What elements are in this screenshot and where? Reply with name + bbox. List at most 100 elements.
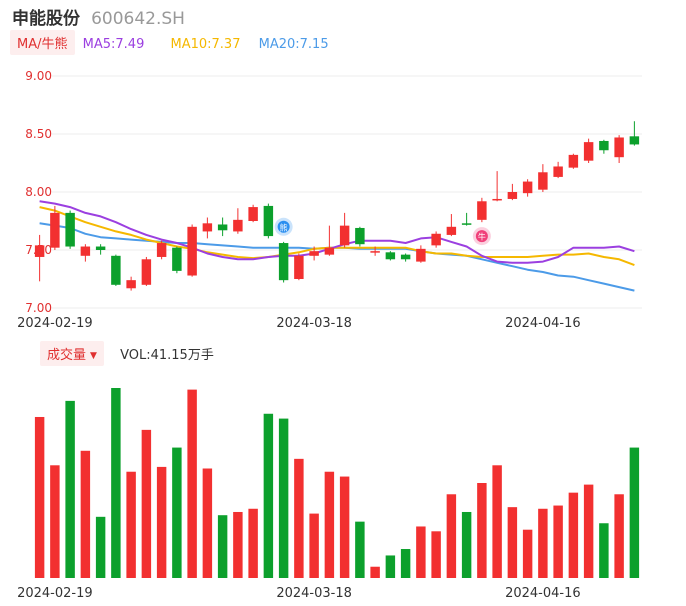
x-tick-label: 2024-03-18 (276, 316, 352, 331)
volume-bar[interactable] (492, 465, 502, 578)
volume-bar[interactable] (416, 526, 426, 578)
candle-body[interactable] (248, 207, 258, 221)
volume-bar[interactable] (431, 531, 441, 578)
candle-body[interactable] (65, 212, 75, 247)
volume-bar[interactable] (355, 521, 365, 578)
candle-body[interactable] (461, 223, 472, 225)
candle-body[interactable] (553, 166, 563, 177)
volume-bar[interactable] (263, 413, 274, 578)
volume-bar[interactable] (400, 549, 411, 578)
candle-body[interactable] (141, 259, 152, 285)
candle-body[interactable] (233, 219, 243, 232)
candle-body[interactable] (339, 225, 350, 246)
volume-bar[interactable] (294, 458, 304, 578)
candle-body[interactable] (446, 226, 457, 235)
candle-body[interactable] (294, 255, 304, 279)
stock-header: 申能股份 600642.SH (12, 4, 185, 29)
indicator-selector[interactable]: MA/牛熊 (10, 30, 75, 55)
ma10-line (39, 206, 635, 267)
volume-bar[interactable] (614, 494, 624, 578)
candle-body[interactable] (507, 192, 518, 199)
candle-body[interactable] (400, 254, 411, 260)
volume-bar[interactable] (583, 484, 594, 578)
volume-bar[interactable] (202, 468, 213, 578)
volume-bar[interactable] (80, 450, 91, 578)
volume-bar[interactable] (339, 476, 350, 578)
volume-bar[interactable] (156, 466, 167, 578)
volume-selector[interactable]: 成交量 ▼ (40, 341, 104, 366)
candle-body[interactable] (583, 142, 594, 161)
volume-bar[interactable] (370, 566, 380, 578)
indicator-label: MA/牛熊 (17, 37, 68, 52)
volume-bar[interactable] (187, 389, 197, 578)
ma5-line (39, 200, 635, 264)
candle-body[interactable] (172, 247, 182, 271)
volume-bar[interactable] (233, 511, 243, 578)
stock-name: 申能股份 (12, 9, 80, 29)
volume-bar[interactable] (34, 416, 45, 578)
candle-body[interactable] (629, 136, 640, 145)
volume-bar[interactable] (477, 483, 487, 578)
volume-bar[interactable] (217, 515, 228, 578)
volume-bar[interactable] (446, 494, 457, 578)
volume-bar[interactable] (461, 511, 472, 578)
ma-legend: MA/牛熊 MA5:7.49 MA10:7.37 MA20:7.15 (10, 30, 329, 55)
candle-body[interactable] (355, 227, 365, 245)
volume-bar[interactable] (248, 508, 258, 578)
volume-bar[interactable] (50, 465, 60, 578)
volume-bar[interactable] (111, 388, 121, 578)
y-tick-label: 8.00 (25, 185, 52, 199)
volume-bar[interactable] (385, 555, 396, 578)
volume-x-tick-label: 2024-03-18 (276, 586, 352, 601)
candle-body[interactable] (80, 246, 91, 256)
volume-bar[interactable] (599, 523, 609, 578)
candle-body[interactable] (187, 226, 197, 276)
candle-body[interactable] (111, 255, 121, 285)
volume-bar[interactable] (126, 471, 136, 578)
candle-body[interactable] (34, 245, 45, 257)
volume-x-tick-label: 2024-04-16 (505, 586, 581, 601)
ma5-legend: MA5:7.49 (82, 37, 145, 52)
volume-bar[interactable] (538, 508, 548, 578)
signal-marker-bull[interactable] (475, 230, 488, 243)
candle-body[interactable] (431, 233, 441, 246)
candle-body[interactable] (477, 201, 487, 220)
candle-body[interactable] (156, 243, 167, 257)
volume-bar[interactable] (95, 516, 106, 578)
volume-bar[interactable] (522, 529, 533, 578)
candle-body[interactable] (324, 247, 335, 255)
stock-code: 600642.SH (91, 9, 185, 29)
volume-bar[interactable] (141, 429, 152, 578)
candle-body[interactable] (95, 246, 106, 250)
volume-bar[interactable] (278, 418, 289, 578)
volume-bar[interactable] (324, 471, 335, 578)
candle-body[interactable] (309, 251, 319, 256)
x-tick-label: 2024-04-16 (505, 316, 581, 331)
candle-body[interactable] (50, 212, 60, 248)
volume-selector-label: 成交量 (47, 348, 87, 363)
candle-body[interactable] (416, 248, 426, 262)
volume-bar[interactable] (309, 513, 319, 578)
volume-bar[interactable] (172, 447, 182, 578)
volume-bar[interactable] (65, 400, 75, 578)
candle-body[interactable] (278, 243, 289, 281)
volume-bar[interactable] (553, 505, 563, 578)
candle-body[interactable] (522, 181, 533, 194)
candle-body[interactable] (599, 140, 609, 151)
ma20-legend: MA20:7.15 (258, 37, 329, 52)
candle-body[interactable] (217, 224, 228, 231)
candle-body[interactable] (538, 172, 548, 190)
candle-body[interactable] (263, 205, 274, 237)
candle-body[interactable] (385, 252, 396, 260)
volume-bar[interactable] (629, 447, 640, 578)
candle-body[interactable] (492, 198, 502, 201)
candle-body[interactable] (370, 251, 380, 253)
candle-body[interactable] (614, 137, 624, 158)
candle-body[interactable] (568, 154, 579, 168)
signal-marker-bear[interactable] (277, 220, 290, 233)
volume-bar[interactable] (568, 492, 579, 578)
candle-body[interactable] (202, 223, 213, 232)
candle-body[interactable] (126, 280, 136, 289)
volume-bar[interactable] (507, 507, 518, 578)
